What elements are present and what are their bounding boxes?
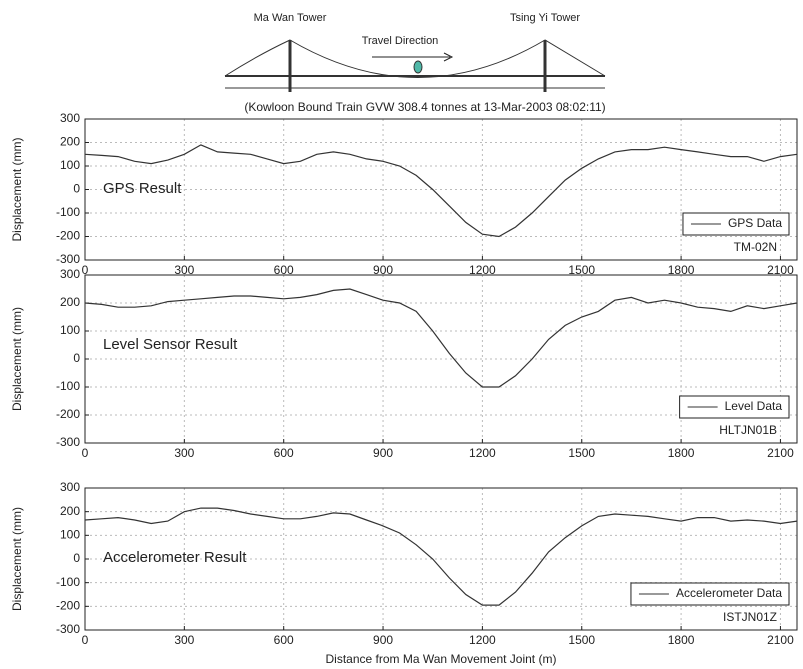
y-tick-label: 200 [60,504,80,518]
y-axis-label: Displacement (mm) [10,507,24,611]
x-tick-label: 1800 [668,633,695,647]
y-axis-label: Displacement (mm) [10,137,24,241]
y-tick-label: 300 [60,480,80,494]
y-tick-label: -300 [56,252,80,266]
direction-label: Travel Direction [362,35,439,47]
tower-label: Ma Wan Tower [254,12,327,24]
y-tick-label: 0 [73,182,80,196]
x-tick-label: 1200 [469,633,496,647]
x-tick-label: 0 [82,633,89,647]
y-tick-label: 200 [60,295,80,309]
tower-label: Tsing Yi Tower [510,12,580,24]
x-tick-label: 1800 [668,446,695,460]
y-tick-label: -100 [56,575,80,589]
legend-label: GPS Data [728,216,782,230]
x-tick-label: 1500 [568,633,595,647]
y-axis-label: Displacement (mm) [10,307,24,411]
y-tick-label: -200 [56,229,80,243]
x-tick-label: 0 [82,446,89,460]
y-tick-label: -100 [56,205,80,219]
x-tick-label: 1500 [568,446,595,460]
y-tick-label: 200 [60,135,80,149]
legend-label: Accelerometer Data [676,586,782,600]
y-tick-label: -200 [56,599,80,613]
x-tick-label: 300 [174,446,194,460]
subtitle: (Kowloon Bound Train GVW 308.4 tonnes at… [244,100,605,114]
y-tick-label: 100 [60,528,80,542]
x-tick-label: 900 [373,446,393,460]
annotation: Level Sensor Result [103,336,238,353]
y-tick-label: -300 [56,435,80,449]
x-axis-label: Distance from Ma Wan Movement Joint (m) [326,652,557,666]
direction-arrow [372,53,452,61]
x-tick-label: 2100 [767,633,794,647]
annotation: GPS Result [103,180,182,197]
y-tick-label: 300 [60,267,80,281]
annotation: Accelerometer Result [103,549,247,566]
x-tick-label: 600 [274,446,294,460]
sensor-id: TM-02N [734,240,777,254]
y-tick-label: -200 [56,407,80,421]
y-tick-label: 300 [60,111,80,125]
x-tick-label: 900 [373,633,393,647]
y-tick-label: -100 [56,379,80,393]
y-tick-label: 0 [73,351,80,365]
train [414,61,422,73]
y-tick-label: 100 [60,323,80,337]
x-tick-label: 1200 [469,446,496,460]
x-tick-label: 2100 [767,446,794,460]
y-tick-label: -300 [56,622,80,636]
sensor-id: ISTJN01Z [723,610,777,624]
y-tick-label: 100 [60,158,80,172]
sensor-id: HLTJN01B [719,423,777,437]
legend-label: Level Data [725,399,783,413]
page: Ma Wan Tower Tsing Yi Tower Travel Direc… [0,0,803,669]
bridge-diagram [225,40,605,92]
figure: Ma Wan Tower Tsing Yi Tower Travel Direc… [0,0,803,669]
y-tick-label: 0 [73,551,80,565]
x-tick-label: 300 [174,633,194,647]
x-tick-label: 600 [274,633,294,647]
